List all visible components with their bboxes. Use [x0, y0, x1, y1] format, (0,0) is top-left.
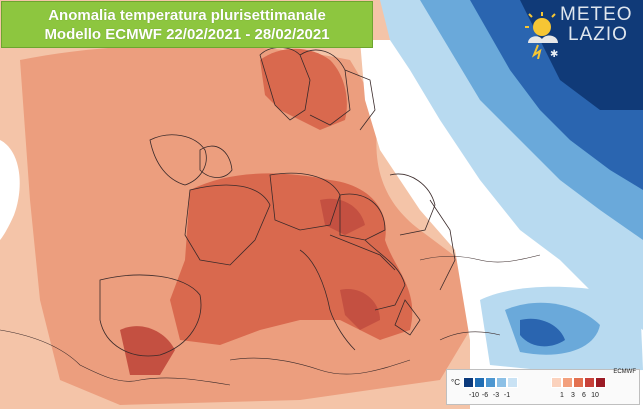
legend-label-cold-3: -1 [503, 392, 511, 399]
legend-swatch-warm-3 [584, 377, 595, 388]
logo-word-meteo: METEO [560, 4, 633, 25]
legend-label-cold-1: -6 [481, 392, 489, 399]
legend-label-warm-2: 6 [582, 392, 586, 399]
legend-swatch-cold-4 [507, 377, 518, 388]
legend-swatch-cold-3 [496, 377, 507, 388]
map-title: Anomalia temperatura plurisettimanale [48, 7, 326, 24]
svg-text:✱: ✱ [550, 49, 558, 59]
legend-swatch-cold-1 [474, 377, 485, 388]
legend-label-warm-0: 1 [560, 392, 564, 399]
legend-source: ECMWF [613, 369, 636, 375]
warm-anomaly-scandinavia [260, 48, 347, 130]
legend-swatch-cold-2 [485, 377, 496, 388]
legend-label-cold-2: -3 [492, 392, 500, 399]
country-borders [99, 47, 456, 357]
weather-icon: ✱ [525, 12, 558, 59]
map-subtitle: Modello ECMWF 22/02/2021 - 28/02/2021 [44, 26, 330, 43]
legend-swatch-warm-1 [562, 377, 573, 388]
legend-swatch-warm-2 [573, 377, 584, 388]
map-title-box: Anomalia temperatura plurisettimanale Mo… [1, 1, 373, 48]
neutral-zone-west [0, 140, 20, 240]
legend-label-cold-0: -10 [468, 392, 480, 399]
legend-label-warm-1: 3 [571, 392, 575, 399]
color-legend: °C ECMWF -10 -6 -3 -1 1 3 6 10 [446, 369, 640, 405]
legend-swatch-cold-0 [463, 377, 474, 388]
legend-label-warm-3: 10 [591, 392, 599, 399]
legend-swatch-warm-4 [595, 377, 606, 388]
legend-unit: °C [451, 378, 460, 387]
meteo-lazio-logo: ✱ METEO LAZIO [520, 4, 638, 64]
logo-word-lazio: LAZIO [568, 24, 628, 45]
legend-swatch-warm-0 [551, 377, 562, 388]
